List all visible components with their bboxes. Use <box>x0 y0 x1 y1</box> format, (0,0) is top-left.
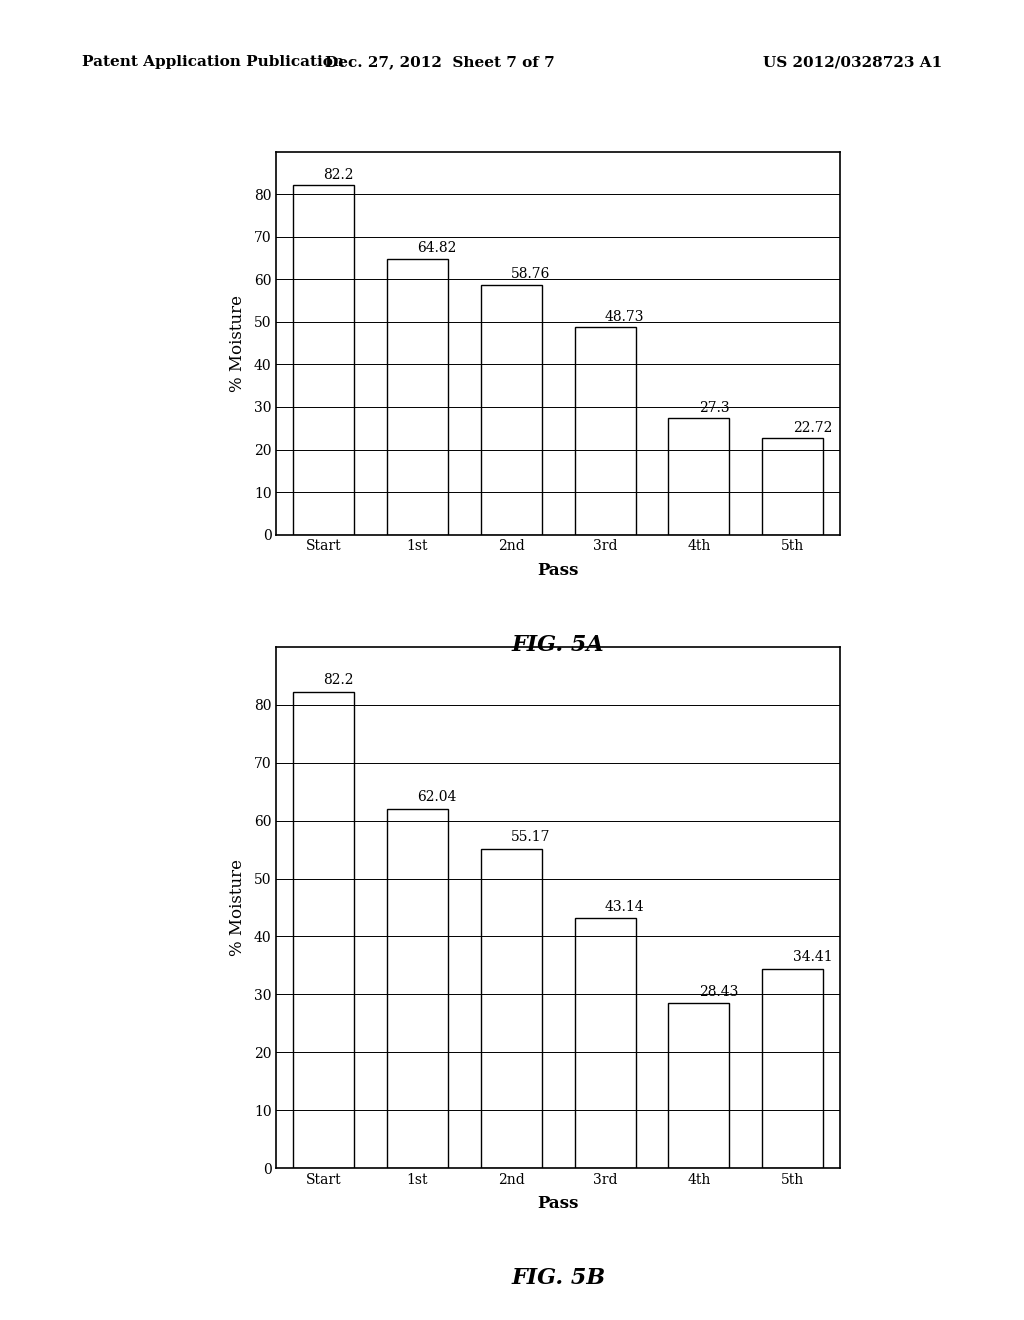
Bar <box>293 185 354 535</box>
Bar <box>480 285 542 535</box>
Bar <box>669 418 729 535</box>
Text: FIG. 5B: FIG. 5B <box>511 1267 605 1290</box>
X-axis label: Pass: Pass <box>538 562 579 578</box>
Text: 28.43: 28.43 <box>698 985 738 999</box>
Y-axis label: % Moisture: % Moisture <box>228 294 246 392</box>
Bar <box>574 919 636 1168</box>
Bar <box>480 849 542 1168</box>
Bar <box>293 692 354 1168</box>
Text: FIG. 5A: FIG. 5A <box>512 634 604 656</box>
Text: 55.17: 55.17 <box>511 830 551 843</box>
Text: 62.04: 62.04 <box>418 791 457 804</box>
Bar <box>387 259 447 535</box>
X-axis label: Pass: Pass <box>538 1196 579 1212</box>
Text: 27.3: 27.3 <box>698 401 729 414</box>
Bar <box>387 809 447 1168</box>
Text: Dec. 27, 2012  Sheet 7 of 7: Dec. 27, 2012 Sheet 7 of 7 <box>326 55 555 70</box>
Bar <box>762 438 823 535</box>
Bar <box>669 1003 729 1168</box>
Bar <box>574 327 636 535</box>
Text: 58.76: 58.76 <box>511 267 551 281</box>
Text: 82.2: 82.2 <box>324 673 354 688</box>
Text: 22.72: 22.72 <box>793 421 833 434</box>
Text: US 2012/0328723 A1: US 2012/0328723 A1 <box>763 55 942 70</box>
Text: 82.2: 82.2 <box>324 168 354 182</box>
Text: 64.82: 64.82 <box>418 242 457 256</box>
Y-axis label: % Moisture: % Moisture <box>228 859 246 956</box>
Text: 43.14: 43.14 <box>605 900 645 913</box>
Text: 34.41: 34.41 <box>793 950 833 964</box>
Bar <box>762 969 823 1168</box>
Text: 48.73: 48.73 <box>605 310 644 323</box>
Text: Patent Application Publication: Patent Application Publication <box>82 55 344 70</box>
